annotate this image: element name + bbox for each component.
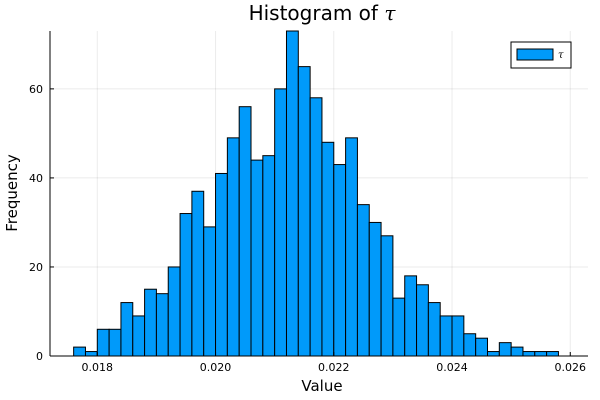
legend-swatch xyxy=(516,48,554,61)
histogram-bar xyxy=(155,293,169,357)
legend-entry-label: τ xyxy=(558,50,564,61)
histogram-bar xyxy=(439,315,453,357)
histogram-bar xyxy=(285,30,299,357)
x-tick-label: 0.026 xyxy=(555,361,587,374)
histogram-bar xyxy=(416,284,429,357)
histogram-bar xyxy=(546,351,559,357)
y-tick-label: 60 xyxy=(29,83,43,96)
histogram-bar xyxy=(73,346,86,357)
x-tick-label: 0.022 xyxy=(318,361,350,374)
x-tick-label: 0.020 xyxy=(200,361,232,374)
histogram-bar xyxy=(380,235,394,357)
histogram-bar xyxy=(108,328,122,357)
histogram-bar xyxy=(96,328,110,357)
histogram-bar xyxy=(238,106,252,357)
bars xyxy=(73,30,559,357)
histogram-bar xyxy=(167,266,181,357)
histogram-bar xyxy=(368,221,382,357)
histogram-bar xyxy=(463,333,477,357)
histogram-bar xyxy=(321,141,335,357)
histogram-bar xyxy=(498,342,512,357)
histogram-bar xyxy=(534,351,548,357)
histogram-bar xyxy=(179,213,193,357)
histogram-bar xyxy=(297,66,311,357)
histogram-bar xyxy=(333,164,347,357)
histogram-bar xyxy=(356,204,370,357)
x-tick-label: 0.018 xyxy=(82,361,114,374)
legend: τ xyxy=(510,41,572,69)
histogram-bar xyxy=(345,137,358,357)
histogram-bar xyxy=(226,137,240,357)
histogram-bar xyxy=(404,275,418,357)
axes xyxy=(49,31,588,357)
histogram-bar xyxy=(144,288,157,357)
histogram-bar xyxy=(486,351,500,357)
histogram-bar xyxy=(203,226,217,357)
histogram-bar xyxy=(392,297,406,357)
x-tick-label: 0.024 xyxy=(436,361,468,374)
y-tick-label: 0 xyxy=(36,350,43,363)
histogram-bar xyxy=(451,315,465,357)
chart-title: Histogram of τ xyxy=(249,1,397,25)
histogram-bar xyxy=(84,351,98,357)
histogram-bar xyxy=(274,88,287,357)
histogram-bar xyxy=(510,346,524,357)
histogram-bar xyxy=(309,97,323,357)
histogram-bar xyxy=(132,315,146,357)
histogram-bar xyxy=(475,337,488,357)
histogram-bar xyxy=(250,159,264,357)
histogram-bar xyxy=(427,302,441,357)
chart-title-symbol: τ xyxy=(384,1,396,25)
histogram-bar xyxy=(215,172,228,357)
histogram-bar xyxy=(120,302,134,357)
y-tick-label: 40 xyxy=(29,172,43,185)
y-tick-label: 20 xyxy=(29,261,43,274)
chart-title-text: Histogram of xyxy=(249,1,385,25)
y-axis-label: Frequency xyxy=(3,154,21,232)
histogram-bar xyxy=(522,351,536,357)
histogram-bar xyxy=(262,155,276,357)
x-axis-label: Value xyxy=(301,377,342,395)
histogram-bar xyxy=(191,190,205,357)
tick-labels: 0.018 0.020 0.022 0.024 0.026 0 20 40 60 xyxy=(29,83,586,374)
